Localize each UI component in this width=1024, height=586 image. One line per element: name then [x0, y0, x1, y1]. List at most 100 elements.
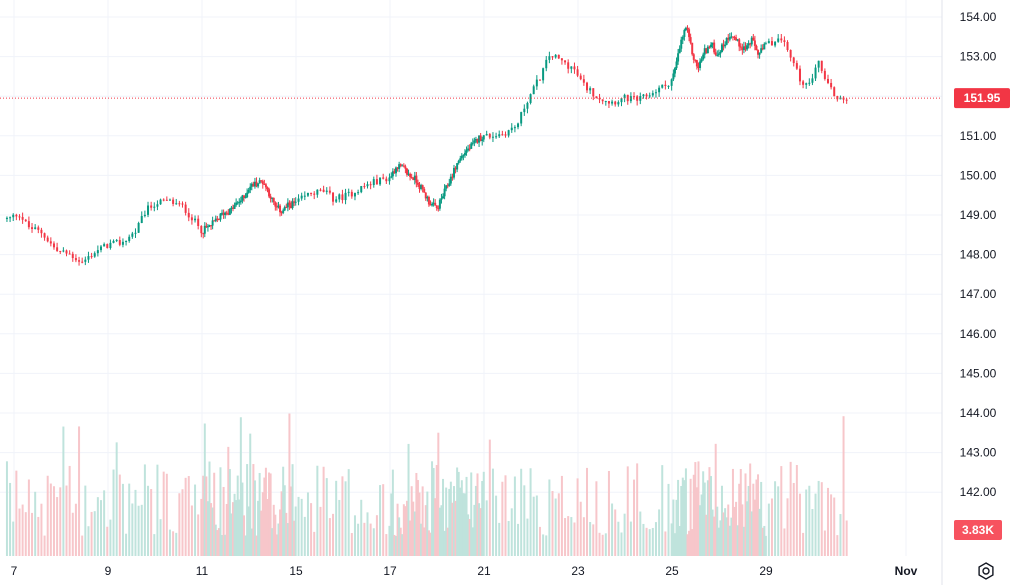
candle-body	[471, 142, 474, 144]
candle-body	[706, 46, 709, 54]
candle-body	[137, 223, 140, 233]
volume-bar	[205, 476, 208, 556]
volume-bar	[288, 413, 291, 556]
volume-bar	[592, 524, 595, 556]
candle-body	[716, 54, 719, 56]
candle-body	[62, 250, 65, 252]
volume-bar	[369, 523, 372, 556]
volume-bar	[313, 531, 316, 556]
candle-body	[214, 218, 217, 221]
candle-body	[567, 62, 570, 69]
candle-body	[633, 96, 636, 98]
candle-body	[449, 176, 452, 184]
volume-bar	[416, 480, 419, 556]
volume-bar	[52, 486, 55, 556]
volume-bar	[651, 527, 654, 556]
volume-bar	[479, 508, 482, 556]
candle-body	[286, 202, 289, 208]
volume-bar	[137, 505, 140, 556]
candle-body	[582, 79, 585, 83]
candle-body	[724, 44, 727, 47]
candle-body	[369, 184, 372, 186]
volume-bar	[501, 481, 504, 556]
candle-body	[442, 196, 445, 199]
candle-body	[713, 42, 716, 53]
volume-bar	[488, 439, 491, 556]
candle-body	[344, 192, 347, 201]
y-tick-label: 145.00	[960, 366, 997, 380]
volume-bar	[498, 522, 501, 556]
candle-body	[538, 79, 541, 81]
candle-body	[412, 177, 415, 181]
volume-bar	[551, 491, 554, 556]
candle-body	[620, 98, 623, 103]
y-tick-label: 154.00	[960, 10, 997, 24]
candle-body	[752, 37, 755, 41]
volume-bar	[434, 498, 437, 556]
candle-body	[197, 218, 200, 226]
volume-label: 3.83K	[962, 523, 994, 537]
candle-body	[467, 148, 470, 151]
candle-body	[457, 160, 460, 164]
candle-body	[456, 163, 459, 170]
candle-body	[722, 44, 725, 47]
volume-bar	[258, 472, 261, 556]
candle-body	[93, 253, 96, 257]
time-axis[interactable]: 7 9 11 15 17 21 23 25 29 Nov	[11, 564, 918, 578]
candle-body	[777, 38, 780, 42]
volume-bar	[275, 534, 278, 556]
volume-bar	[586, 467, 589, 556]
candle-body	[194, 218, 197, 221]
y-tick-label: 142.00	[960, 485, 997, 499]
volume-bar	[728, 525, 731, 556]
volume-bar	[579, 501, 582, 556]
candle-body	[78, 260, 81, 262]
candle-body	[742, 46, 745, 51]
x-tick-label: 7	[11, 564, 18, 578]
candle-body	[230, 207, 233, 209]
candle-body	[746, 45, 749, 50]
candle-body	[545, 59, 548, 69]
candle-body	[607, 101, 610, 104]
volume-bar	[513, 476, 516, 556]
candle-body	[37, 227, 40, 230]
candle-body	[225, 212, 228, 214]
candle-body	[56, 247, 59, 251]
volume-bar	[357, 523, 360, 556]
y-tick-label: 143.00	[960, 446, 997, 460]
volume-bars	[5, 413, 848, 556]
candle-body	[611, 101, 614, 104]
candle-body	[71, 253, 74, 259]
candle-body	[513, 127, 516, 129]
price-axis[interactable]: 154.00153.00152.00151.00150.00149.00148.…	[960, 10, 997, 499]
gear-icon[interactable]	[976, 561, 996, 581]
candle-body	[350, 191, 353, 197]
candle-body	[241, 195, 244, 201]
volume-bar	[96, 497, 99, 556]
candle-body	[118, 240, 121, 245]
candle-body	[313, 193, 316, 195]
candle-body	[645, 94, 648, 97]
candle-body	[382, 177, 385, 179]
volume-bar	[429, 532, 432, 556]
volume-bar	[710, 476, 713, 556]
candle-body	[744, 46, 747, 50]
volume-bar	[184, 477, 187, 556]
candle-body	[692, 54, 695, 60]
candle-body	[413, 175, 416, 181]
candle-body	[468, 148, 471, 150]
candle-body	[190, 217, 193, 221]
candle-body	[736, 39, 739, 41]
volume-bar	[451, 502, 454, 556]
volume-bar	[277, 523, 280, 556]
candle-body	[266, 187, 269, 190]
volume-bar	[474, 485, 477, 556]
volume-bar	[724, 508, 727, 556]
volume-bar	[661, 465, 664, 556]
candle-body	[485, 134, 488, 136]
volume-bar	[74, 503, 77, 556]
candle-body	[725, 37, 728, 45]
x-tick-label: 23	[571, 564, 585, 578]
volume-bar	[457, 471, 460, 556]
